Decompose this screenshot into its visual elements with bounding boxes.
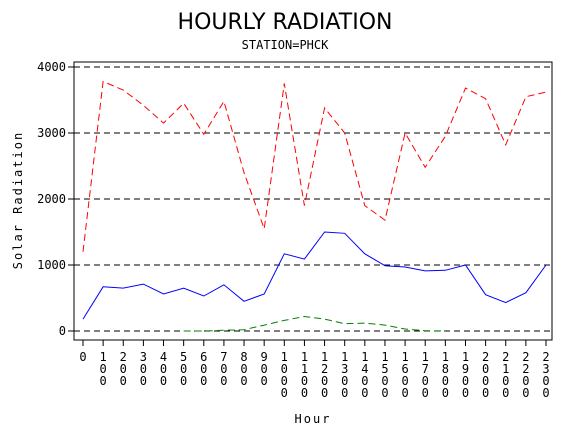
y-axis-label: Solar Radiation <box>11 131 25 269</box>
plot-frame <box>73 61 553 341</box>
chart-subtitle: STATION=PHCK <box>242 38 329 52</box>
series-0-line <box>82 80 547 252</box>
x-axis-label: Hour <box>295 412 332 426</box>
x-tick-label-0: 0 <box>79 350 86 364</box>
series-1-line <box>82 231 547 320</box>
y-tick-label-3000: 3000 <box>37 126 66 140</box>
series-2-line <box>183 315 446 332</box>
x-axis: 0 1 0 0 2 0 0 3 0 0 4 0 0 5 0 0 6 0 0 7 0 0 8 0 0 9 0 0 1 0 0 0 1 1 0 0 1 2 0 0… <box>79 340 550 400</box>
y-tick-label-4000: 4000 <box>37 60 66 74</box>
y-axis: 0 1000 2000 3000 4000 <box>37 60 74 338</box>
y-tick-label-1000: 1000 <box>37 258 66 272</box>
y-tick-label-0: 0 <box>59 324 66 338</box>
gridlines <box>74 66 552 332</box>
series-lines <box>82 80 547 332</box>
y-tick-label-2000: 2000 <box>37 192 66 206</box>
chart-title: HOURLY RADIATION <box>178 10 393 35</box>
